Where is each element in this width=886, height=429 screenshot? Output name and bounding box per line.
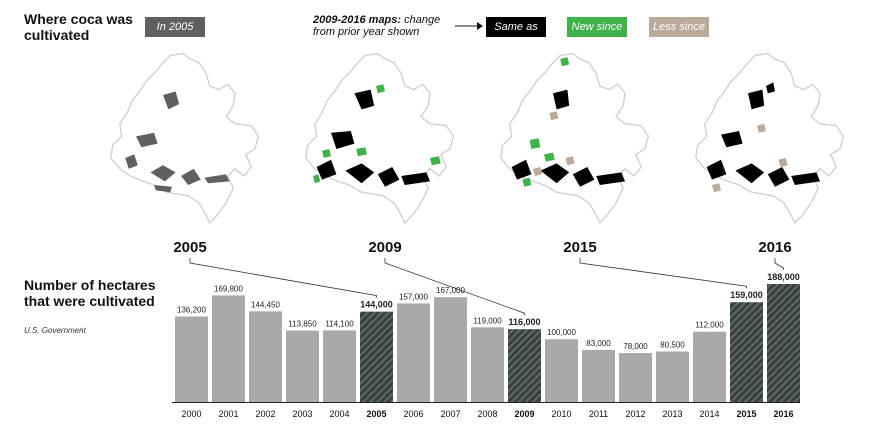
legend-less: Less since [649, 17, 709, 37]
bar-2002 [249, 311, 282, 402]
legend-new-label: New since [571, 21, 623, 33]
data-label-2010: 100,000 [547, 328, 576, 337]
map-year-label-2016: 2016 [758, 239, 791, 256]
tick-label-2005: 2005 [366, 409, 386, 419]
tick-label-2016: 2016 [773, 409, 793, 419]
bar-2005 [360, 311, 393, 402]
data-label-2011: 83,000 [586, 339, 611, 348]
data-label-2008: 119,000 [473, 316, 502, 325]
data-label-2009: 116,000 [508, 317, 540, 327]
data-label-2003: 113,850 [288, 320, 317, 329]
data-label-2007: 167,000 [436, 286, 465, 295]
maps-note-rest: change from prior year shown [313, 14, 441, 38]
map-2009 [295, 45, 475, 235]
bar-2014 [693, 331, 726, 402]
connector-line-2015 [579, 258, 747, 289]
data-label-2015: 159,000 [730, 290, 763, 300]
tick-label-2007: 2007 [440, 409, 460, 419]
bar-2000 [175, 316, 208, 402]
data-label-2002: 144,450 [251, 300, 280, 309]
data-label-2013: 80,500 [660, 340, 685, 349]
tick-label-2002: 2002 [255, 409, 275, 419]
bar-2006 [397, 303, 430, 402]
maps-note: 2009-2016 maps: change from prior year s… [313, 14, 453, 38]
legend-in-2005: In 2005 [145, 17, 205, 37]
tick-label-2001: 2001 [218, 409, 238, 419]
data-label-2016: 188,000 [767, 272, 800, 282]
data-label-2004: 114,100 [325, 319, 354, 328]
tick-label-2011: 2011 [589, 409, 608, 419]
connector-line-2009 [384, 258, 525, 316]
tick-label-2015: 2015 [736, 409, 756, 419]
map-2005 [100, 45, 280, 235]
note-arrow-icon [455, 19, 483, 37]
legend-in-2005-label: In 2005 [156, 21, 194, 33]
legend-same: Same as [486, 17, 546, 37]
chart-source: U.S. Government [24, 326, 86, 335]
tick-label-2000: 2000 [181, 409, 201, 419]
tick-label-2004: 2004 [329, 409, 349, 419]
data-label-2000: 136,200 [177, 306, 206, 315]
tick-label-2014: 2014 [699, 409, 719, 419]
bar-2016 [767, 284, 800, 402]
bar-2003 [286, 330, 319, 402]
maps-note-bold: 2009-2016 maps: [313, 14, 402, 26]
bar-2008 [471, 327, 504, 402]
tick-label-2013: 2013 [662, 409, 682, 419]
data-label-2012: 78,000 [623, 342, 648, 351]
data-label-2006: 157,000 [399, 292, 428, 301]
maps-title: Where coca was cultivated [24, 11, 133, 43]
map-2015 [490, 45, 670, 235]
data-label-2014: 112,000 [695, 321, 724, 330]
bar-2007 [434, 297, 467, 402]
data-label-2001: 169,800 [214, 284, 243, 293]
tick-label-2003: 2003 [292, 409, 312, 419]
bar-2011 [582, 349, 615, 402]
legend-same-label: Same as [494, 21, 538, 33]
bar-2009 [508, 329, 541, 402]
bar-2001 [212, 295, 245, 402]
bar-2010 [545, 339, 578, 402]
map-year-label-2015: 2015 [563, 239, 596, 256]
tick-label-2008: 2008 [477, 409, 497, 419]
map-year-label-2009: 2009 [368, 239, 401, 256]
bar-2012 [619, 353, 652, 402]
bar-2015 [730, 302, 763, 402]
connector-line-2005 [189, 258, 377, 298]
tick-label-2009: 2009 [514, 409, 534, 419]
chart-title: Number of hectares that were cultivated [24, 277, 156, 309]
tick-label-2010: 2010 [551, 409, 571, 419]
bar-2004 [323, 330, 356, 402]
map-year-label-2005: 2005 [173, 239, 206, 256]
legend-new: New since [567, 17, 627, 37]
legend-less-label: Less since [653, 21, 705, 33]
bar-2013 [656, 351, 689, 402]
map-2016 [685, 45, 865, 235]
connector-line-2016 [774, 258, 784, 270]
tick-label-2012: 2012 [625, 409, 645, 419]
tick-label-2006: 2006 [403, 409, 423, 419]
data-label-2005: 144,000 [360, 300, 393, 310]
